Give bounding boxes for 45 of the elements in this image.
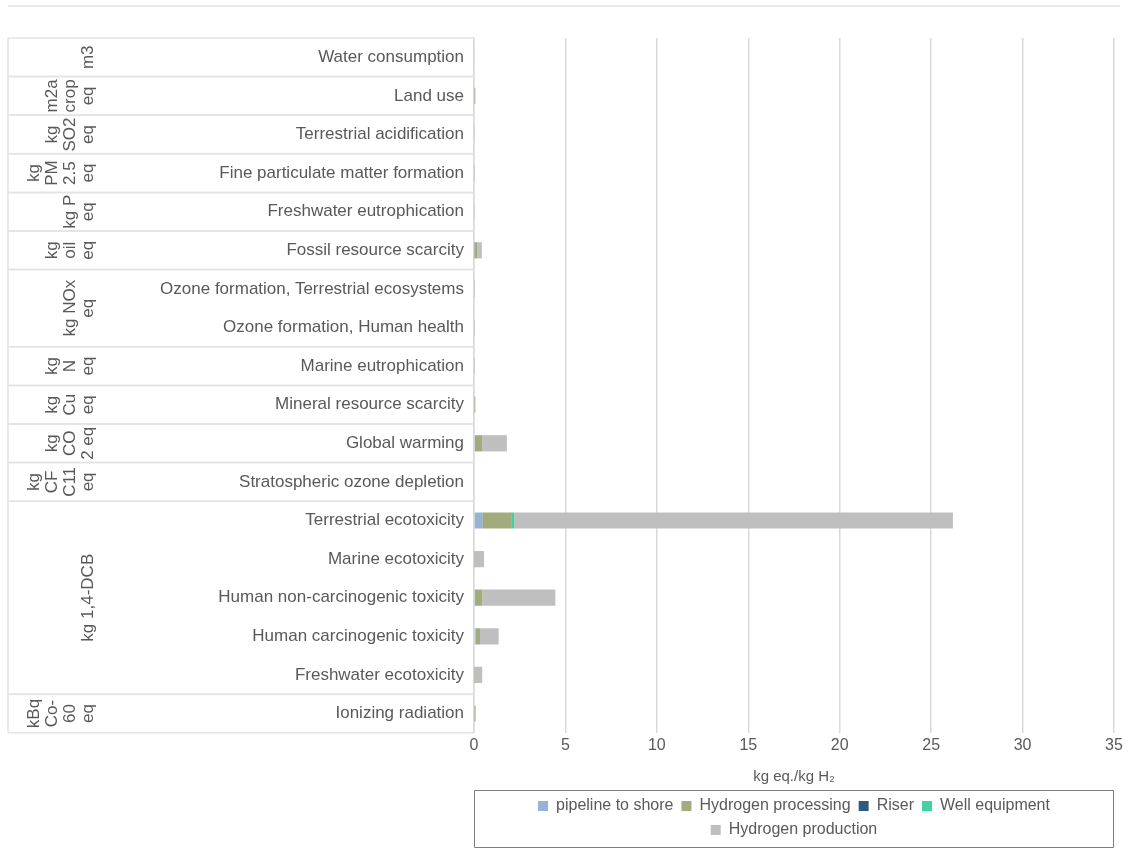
text: kg P eq bbox=[59, 194, 97, 229]
x-tick-label: 10 bbox=[647, 735, 666, 753]
x-tick-label: 25 bbox=[922, 735, 941, 753]
y-tick-label: Global warming bbox=[345, 432, 464, 452]
x-tick-label: 20 bbox=[830, 735, 849, 753]
text: kg PM 2.5 eq bbox=[23, 160, 97, 186]
y-tick-label: Land use bbox=[394, 85, 464, 105]
x-tick-label: 5 bbox=[560, 735, 570, 753]
y-tick-label: Marine eutrophication bbox=[300, 355, 464, 375]
text: kg CF C11 eq bbox=[23, 466, 97, 497]
legend-label: Well equipment bbox=[939, 796, 1051, 814]
y-tick-label: Ozone formation, Terrestrial ecosystems bbox=[160, 278, 464, 298]
y-tick-label: Freshwater eutrophication bbox=[267, 201, 464, 221]
text: kBq Co- 60 eq bbox=[23, 698, 97, 729]
y-tick-label: Freshwater ecotoxicity bbox=[294, 664, 465, 684]
text: m2a crop eq bbox=[41, 78, 97, 113]
text: kg 1,4-DCB bbox=[77, 553, 97, 642]
text: kg CO 2 eq bbox=[41, 426, 97, 460]
y-tick-label: Stratospheric ozone depletion bbox=[239, 471, 464, 491]
text: kg NOx eq bbox=[59, 279, 97, 337]
text: kg N eq bbox=[41, 356, 97, 376]
text: kg Cu eq bbox=[41, 393, 97, 416]
y-tick-label: Fossil resource scarcity bbox=[286, 239, 465, 259]
x-tick-label: 30 bbox=[1013, 735, 1032, 753]
legend-label: Hydrogen production bbox=[728, 820, 878, 838]
y-tick-label: Mineral resource scarcity bbox=[275, 394, 465, 414]
y-tick-label: Terrestrial ecotoxicity bbox=[305, 510, 465, 530]
y-tick-label: Ionizing radiation bbox=[335, 703, 464, 723]
legend-label: Riser bbox=[876, 796, 915, 814]
y-tick-label: Fine particulate matter formation bbox=[219, 162, 464, 182]
text: kg oil eq bbox=[41, 240, 97, 260]
y-tick-label: Ozone formation, Human health bbox=[223, 317, 464, 337]
y-tick-label: Marine ecotoxicity bbox=[327, 548, 465, 568]
x-tick-label: 0 bbox=[469, 735, 479, 753]
text: m3 bbox=[77, 45, 97, 70]
legend-label: Hydrogen processing bbox=[699, 796, 851, 814]
x-tick-label: 35 bbox=[1105, 735, 1123, 753]
y-tick-label: Human carcinogenic toxicity bbox=[252, 625, 465, 645]
legend-label: pipeline to shore bbox=[556, 796, 674, 814]
text: kg SO2 eq bbox=[41, 117, 97, 152]
x-tick-label: 15 bbox=[739, 735, 758, 753]
y-tick-label: Terrestrial acidification bbox=[295, 124, 464, 144]
y-tick-label: Water consumption bbox=[318, 46, 464, 66]
x-axis-title: kg eq./kg H₂ bbox=[753, 767, 836, 785]
y-tick-label: Human non-carcinogenic toxicity bbox=[218, 587, 465, 607]
